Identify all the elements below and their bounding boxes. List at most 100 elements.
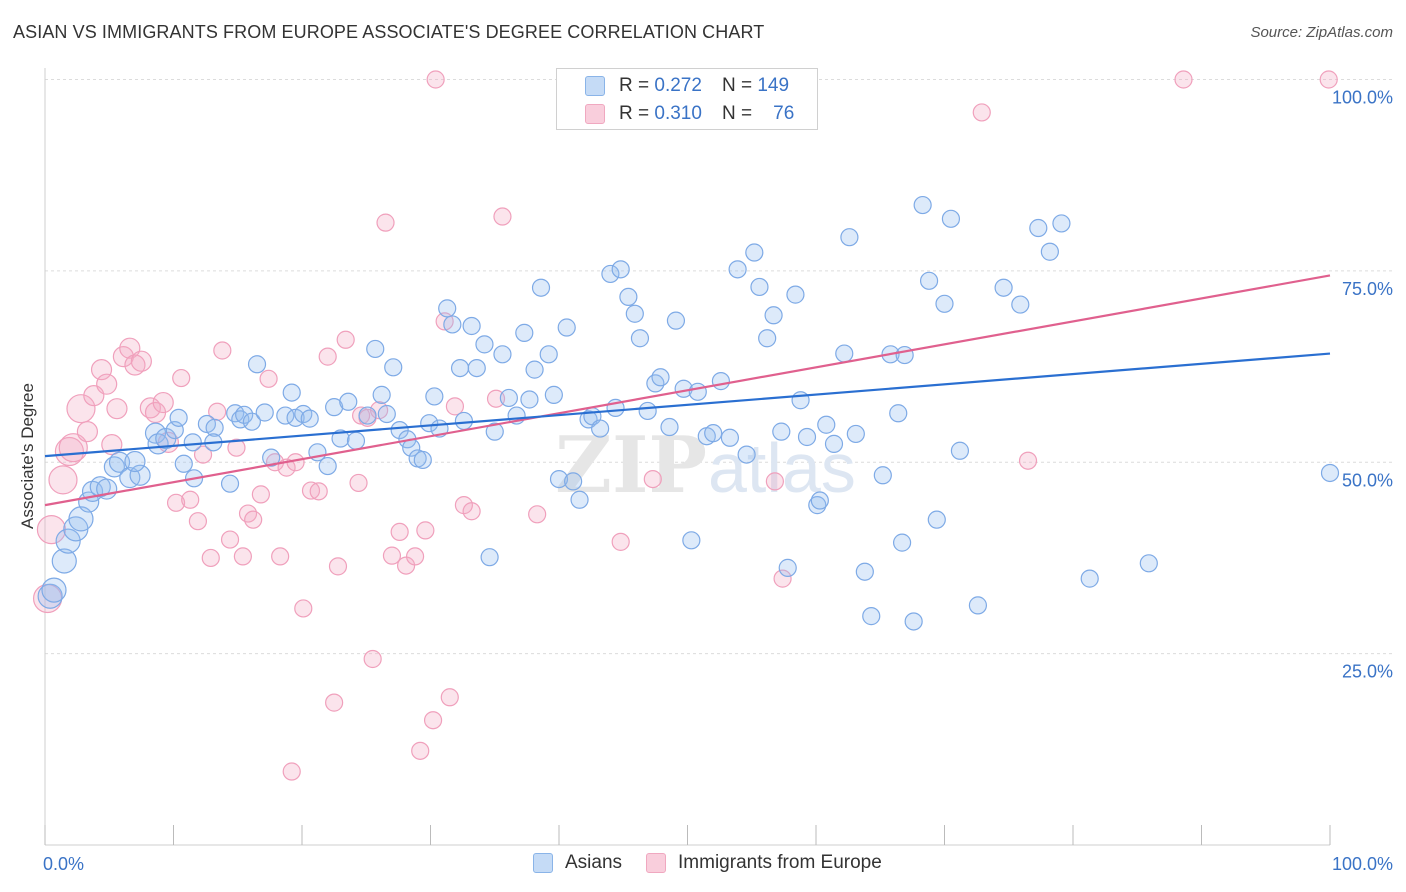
asian-point	[601, 264, 620, 284]
asian-point	[539, 345, 558, 364]
series-legend: Asians Immigrants from Europe	[533, 852, 906, 874]
asian-point	[169, 408, 188, 427]
asian-point	[247, 355, 267, 374]
europe-point	[166, 493, 186, 512]
y-axis-label: Associate's Degree	[18, 383, 37, 529]
source-label: Source: ZipAtlas.com	[1250, 24, 1393, 41]
asian-point	[346, 431, 366, 450]
europe-point	[282, 762, 301, 781]
europe-point	[244, 510, 263, 529]
asian-point	[927, 510, 946, 529]
asian-point	[846, 424, 865, 444]
asian-point	[728, 260, 747, 279]
asian-point	[262, 448, 281, 467]
asian-point	[591, 419, 610, 438]
asian-point	[941, 209, 961, 228]
asians-swatch	[533, 853, 553, 873]
n-label: N =	[721, 75, 753, 96]
europe-point	[390, 522, 409, 542]
asian-point	[786, 285, 805, 304]
asian-point	[660, 417, 679, 437]
europe-point	[328, 557, 348, 576]
europe-point	[188, 512, 208, 531]
asian-point	[339, 392, 358, 411]
asian-point	[174, 454, 193, 473]
asian-point	[1320, 463, 1340, 483]
europe-point	[363, 649, 382, 669]
europe-point	[411, 741, 430, 760]
europe-point	[426, 70, 445, 89]
europe-point	[493, 207, 512, 226]
y-tick-label: 100.0%	[1332, 88, 1393, 108]
asian-point	[372, 385, 391, 404]
asian-point	[366, 339, 385, 359]
europe-point	[251, 485, 270, 504]
asian-point	[51, 548, 77, 574]
asian-point	[205, 418, 224, 437]
asian-point	[835, 344, 854, 363]
asian-point	[797, 427, 817, 447]
asian-point	[1011, 295, 1030, 314]
axes	[44, 68, 1331, 846]
asian-point	[758, 329, 777, 348]
europe-point	[349, 473, 368, 493]
asian-point	[480, 548, 499, 567]
europe-point	[1018, 451, 1038, 470]
asian-point	[124, 450, 146, 473]
asian-point	[515, 323, 534, 342]
asian-point	[557, 318, 576, 337]
asian-point	[420, 414, 439, 433]
asian-point	[682, 531, 701, 550]
asian-point	[630, 329, 650, 348]
r-label: R =	[619, 75, 650, 96]
x-tick-label: 100.0%	[1332, 854, 1393, 874]
asian-point	[968, 596, 988, 615]
asian-point	[720, 428, 740, 447]
asian-point	[467, 358, 486, 378]
watermark: ZIP atlas	[555, 420, 856, 511]
n-label: N =	[721, 103, 753, 124]
asian-point	[41, 577, 67, 603]
asian-point	[817, 415, 836, 434]
asian-point	[625, 304, 644, 323]
asians-trend-line	[44, 352, 1331, 458]
asian-point	[358, 406, 377, 425]
n-value: 76	[773, 103, 795, 124]
europe-point	[528, 505, 547, 524]
asian-point	[413, 450, 432, 470]
asian-point	[499, 388, 518, 408]
r-value: 0.310	[654, 103, 702, 124]
asian-point	[493, 345, 512, 364]
asian-point	[425, 387, 444, 406]
europe-point	[106, 398, 128, 420]
asian-point	[855, 562, 874, 581]
asian-point	[454, 411, 474, 431]
asian-point	[638, 401, 657, 421]
europe-point	[773, 569, 792, 588]
europe-point	[1174, 70, 1193, 89]
asian-point	[108, 451, 131, 473]
asian-point	[1040, 242, 1059, 261]
europe-point	[325, 693, 344, 712]
asian-point	[611, 260, 630, 279]
asian-point	[750, 277, 769, 297]
europe-point	[462, 502, 481, 521]
asian-point	[325, 398, 344, 417]
trend-lines	[44, 274, 1331, 507]
stats-legend: R = 0.272 N = 149 R = 0.310 N = 76	[556, 68, 818, 130]
asian-point	[895, 345, 914, 365]
asian-point	[873, 466, 892, 485]
legend-item-asians: Asians	[533, 852, 622, 874]
legend-label: Immigrants from Europe	[678, 852, 882, 873]
europe-point	[130, 350, 152, 372]
asian-point	[950, 441, 970, 460]
legend-label: Asians	[565, 852, 623, 873]
r-value: 0.272	[654, 75, 702, 96]
europe-point	[213, 341, 232, 360]
asian-point	[525, 360, 544, 379]
asian-point	[520, 390, 539, 409]
europe-point	[271, 547, 290, 566]
asian-point	[485, 422, 504, 441]
asian-point	[810, 491, 829, 510]
